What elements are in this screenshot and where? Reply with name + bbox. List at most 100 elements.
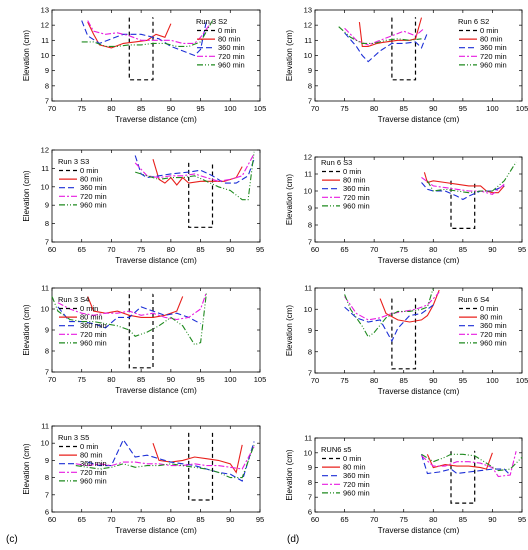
y-tick-label: 6 <box>45 508 49 517</box>
legend-label: 960 min <box>80 338 107 347</box>
plot-frame <box>51 149 261 243</box>
x-tick-label: 75 <box>400 245 408 254</box>
x-tick-label: 95 <box>196 104 204 113</box>
series-line-0-min <box>128 17 154 81</box>
legend-title: Run 3 S5 <box>58 433 89 442</box>
x-tick-label: 75 <box>400 515 408 524</box>
legend-label: 720 min <box>343 193 370 202</box>
chart-panel-7: 60 65 70 75 80 85 90 95 6 7 8 9 10 11 Traverse distanc… <box>22 422 264 536</box>
x-axis-title: Traverse distance (cm) <box>115 256 197 265</box>
legend-label: 960 min <box>343 201 370 210</box>
series-line-720-min <box>421 176 505 196</box>
legend-label: 720 min <box>480 52 507 61</box>
x-tick-label: 60 <box>311 245 319 254</box>
legend-label: 960 min <box>218 60 245 69</box>
series-line-360-min <box>344 304 434 343</box>
x-tick-label: 80 <box>167 245 175 254</box>
y-tick-label: 7 <box>308 493 312 502</box>
x-tick-label: 95 <box>459 376 467 385</box>
y-tick-label: 11 <box>304 36 312 45</box>
legend-label: 360 min <box>480 321 507 330</box>
series-line-0-min <box>391 17 417 81</box>
x-tick-label: 70 <box>311 376 319 385</box>
x-tick-label: 65 <box>340 515 348 524</box>
y-tick-label: 10 <box>41 439 49 448</box>
x-tick-label: 70 <box>311 104 319 113</box>
legend-label: 80 min <box>480 35 503 44</box>
series-line-360-min <box>344 32 428 63</box>
x-tick-label: 90 <box>488 245 496 254</box>
y-tick-label: 8 <box>45 81 49 90</box>
series-line-960-min <box>421 453 523 472</box>
y-tick-label: 9 <box>45 456 49 465</box>
x-tick-label: 80 <box>107 104 115 113</box>
x-tick-label: 70 <box>107 515 115 524</box>
x-tick-label: 90 <box>167 375 175 384</box>
x-axis-title: Traverse distance (cm) <box>115 526 197 535</box>
x-tick-label: 80 <box>429 245 437 254</box>
legend-label: 0 min <box>343 454 361 463</box>
legend-label: 960 min <box>480 338 507 347</box>
y-tick-label: 11 <box>41 36 49 45</box>
x-tick-label: 80 <box>429 515 437 524</box>
legend-title: Run 3 S2 <box>196 17 227 26</box>
y-tick-label: 12 <box>304 153 312 162</box>
x-tick-label: 100 <box>224 375 237 384</box>
y-tick-label: 9 <box>308 463 312 472</box>
y-tick-label: 11 <box>304 434 312 443</box>
x-axis-title: Traverse distance (cm) <box>378 387 460 396</box>
x-tick-label: 65 <box>340 245 348 254</box>
legend-label: 80 min <box>480 313 503 322</box>
x-tick-label: 70 <box>370 245 378 254</box>
x-tick-label: 95 <box>196 375 204 384</box>
series-line-0-min <box>450 451 476 504</box>
legend-label: 0 min <box>80 304 98 313</box>
series-line-360-min <box>87 438 255 482</box>
y-tick-label: 11 <box>41 284 49 293</box>
x-tick-label: 90 <box>488 515 496 524</box>
y-tick-label: 10 <box>304 187 312 196</box>
chart-panel-3: 60 65 70 75 80 85 90 95 7 8 9 10 11 12 Traverse distan… <box>22 146 264 266</box>
x-tick-label: 80 <box>370 376 378 385</box>
plot-frame <box>51 425 261 513</box>
x-tick-label: 105 <box>254 375 267 384</box>
legend-label: 720 min <box>480 330 507 339</box>
y-tick-label: 11 <box>41 164 49 173</box>
chart-panel-8: 60 65 70 75 80 85 90 95 6 7 8 9 10 11 Traverse distanc… <box>285 434 526 536</box>
x-tick-label: 100 <box>224 104 237 113</box>
y-tick-label: 7 <box>308 97 312 106</box>
x-tick-label: 75 <box>137 515 145 524</box>
x-tick-label: 95 <box>256 515 264 524</box>
x-tick-label: 90 <box>429 376 437 385</box>
legend-label: 720 min <box>80 330 107 339</box>
y-axis-title: Elevation (cm) <box>22 170 31 221</box>
legend-label: 960 min <box>80 200 107 209</box>
legend-label: 720 min <box>343 480 370 489</box>
legend-label: 360 min <box>80 321 107 330</box>
y-tick-label: 13 <box>304 6 312 15</box>
x-tick-label: 105 <box>254 104 267 113</box>
x-tick-label: 65 <box>78 515 86 524</box>
series-line-720-min <box>87 20 213 44</box>
legend-label: 360 min <box>218 43 245 52</box>
series-line-80-min <box>426 452 493 470</box>
series-line-0-min <box>188 432 214 501</box>
x-tick-label: 85 <box>137 375 145 384</box>
x-tick-label: 100 <box>486 376 499 385</box>
x-tick-label: 75 <box>78 104 86 113</box>
y-tick-label: 8 <box>45 219 49 228</box>
y-tick-label: 9 <box>45 201 49 210</box>
x-tick-label: 85 <box>137 104 145 113</box>
y-tick-label: 11 <box>304 284 312 293</box>
series-line-80-min <box>379 289 440 323</box>
chart-panel-5: 70 75 80 85 90 95 100 105 7 8 9 10 11 Traverse distan… <box>22 284 266 396</box>
series-line-0-min <box>128 294 154 369</box>
plot-frame <box>314 437 523 513</box>
series-line-80-min <box>87 21 172 49</box>
legend-label: 0 min <box>218 26 236 35</box>
legend-label: 0 min <box>480 304 498 313</box>
